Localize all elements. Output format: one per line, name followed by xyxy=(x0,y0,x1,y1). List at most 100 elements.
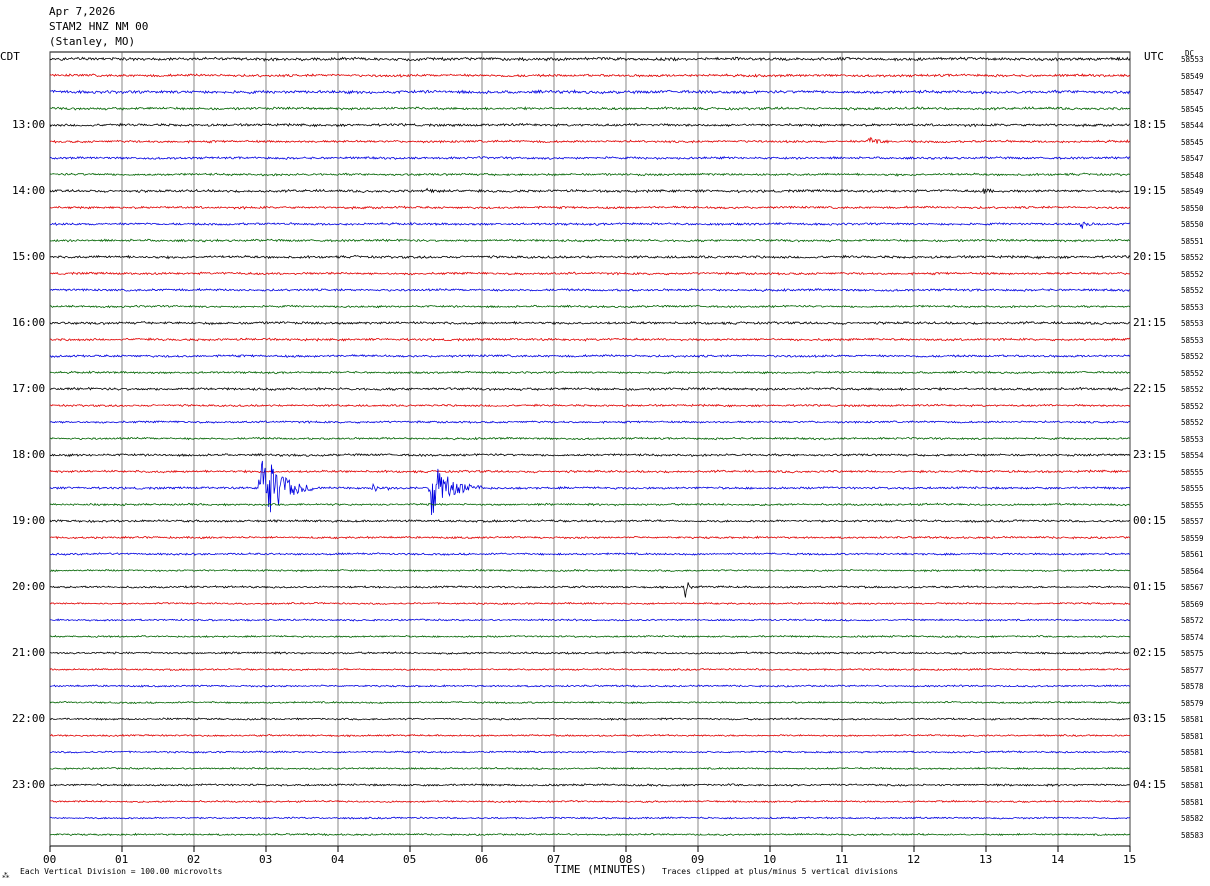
x-tick-label: 13 xyxy=(979,853,993,866)
left-timezone-label: CDT xyxy=(0,50,20,63)
scale-note: Each Vertical Division = 100.00 microvol… xyxy=(20,867,223,876)
trace-row-34 xyxy=(49,618,1131,622)
trace-row-30 xyxy=(49,551,1131,557)
dc-offset-label: 58581 xyxy=(1181,715,1204,724)
trace-row-15 xyxy=(49,304,1131,309)
header-station: STAM2 HNZ NM 00 xyxy=(49,20,149,33)
trace-row-19 xyxy=(49,370,1131,375)
trace-row-10 xyxy=(49,221,1131,229)
utc-time-label: 18:15 xyxy=(1133,118,1167,131)
trace-row-3 xyxy=(50,106,1131,111)
dc-offset-label: 58553 xyxy=(1181,302,1204,312)
minute-grid xyxy=(49,51,1131,852)
dc-offset-label: 58552 xyxy=(1181,269,1204,279)
dc-offset-label: 58567 xyxy=(1181,583,1204,592)
dc-offset-label: 58579 xyxy=(1181,698,1204,708)
dc-offset-label: 58547 xyxy=(1181,154,1204,163)
dc-offset-label: 58574 xyxy=(1181,632,1204,642)
trace-row-12 xyxy=(49,254,1131,260)
trace-row-5 xyxy=(49,136,1131,144)
dc-offset-label: 58553 xyxy=(1181,55,1204,64)
dc-offset-label: 58581 xyxy=(1181,731,1204,741)
dc-offset-label: 58550 xyxy=(1181,220,1204,229)
dc-offset-label: 58553 xyxy=(1181,319,1204,328)
dc-offset-label: 58552 xyxy=(1181,286,1204,295)
trace-row-40 xyxy=(49,717,1130,721)
dc-offset-label: 58548 xyxy=(1181,170,1204,180)
trace-row-26 xyxy=(49,460,1131,516)
trace-row-8 xyxy=(49,187,1131,194)
dc-offset-header: DC xyxy=(1185,49,1195,58)
cdt-time-label: 18:00 xyxy=(12,448,46,461)
utc-time-label: 04:15 xyxy=(1133,778,1167,791)
cdt-time-label: 16:00 xyxy=(12,316,46,329)
trace-row-29 xyxy=(49,535,1131,540)
trace-row-31 xyxy=(49,568,1131,573)
x-tick-label: 10 xyxy=(763,853,777,866)
trace-row-38 xyxy=(50,684,1131,688)
utc-time-label: 01:15 xyxy=(1133,580,1167,593)
right-timezone-label: UTC xyxy=(1144,50,1164,63)
x-tick-label: 11 xyxy=(835,853,849,866)
trace-row-2 xyxy=(49,89,1131,95)
dc-offset-label: 58552 xyxy=(1181,418,1204,427)
trace-row-41 xyxy=(49,733,1131,738)
utc-time-label: 20:15 xyxy=(1133,250,1167,263)
x-tick-label: 15 xyxy=(1123,853,1137,866)
trace-row-0 xyxy=(49,56,1131,62)
dc-offset-label: 58552 xyxy=(1181,385,1204,394)
cdt-time-label: 23:00 xyxy=(12,778,46,791)
dc-offset-label: 58553 xyxy=(1181,335,1204,345)
trace-row-45 xyxy=(49,799,1131,804)
trace-row-47 xyxy=(49,832,1131,837)
x-tick-label: 04 xyxy=(331,853,345,866)
dc-offset-label: 58557 xyxy=(1181,517,1204,526)
trace-row-39 xyxy=(49,700,1131,705)
dc-offset-label: 58545 xyxy=(1181,137,1204,147)
trace-row-7 xyxy=(49,172,1131,177)
cdt-time-label: 20:00 xyxy=(12,580,46,593)
trace-row-18 xyxy=(49,354,1131,358)
trace-row-17 xyxy=(49,337,1131,342)
trace-row-13 xyxy=(49,271,1131,276)
dc-offset-label: 58547 xyxy=(1181,88,1204,97)
dc-offset-label: 58578 xyxy=(1181,682,1204,691)
dc-offset-label: 58552 xyxy=(1181,253,1204,262)
dc-offset-label: 58564 xyxy=(1181,566,1204,576)
trace-row-27 xyxy=(49,502,1131,507)
utc-time-label: 22:15 xyxy=(1133,382,1167,395)
cdt-time-label: 17:00 xyxy=(12,382,46,395)
cdt-time-label: 13:00 xyxy=(12,118,46,131)
x-tick-label: 12 xyxy=(907,853,921,866)
plot-frame xyxy=(49,51,1131,847)
dc-offset-label: 58555 xyxy=(1181,467,1204,477)
trace-row-28 xyxy=(49,519,1131,524)
dc-offset-label: 58555 xyxy=(1181,500,1204,510)
dc-offset-label: 58554 xyxy=(1181,451,1204,460)
trace-row-32 xyxy=(49,582,1131,598)
dc-offset-label: 58549 xyxy=(1181,187,1204,196)
dc-offset-label: 58553 xyxy=(1181,434,1204,444)
trace-row-33 xyxy=(49,601,1131,606)
x-tick-label: 14 xyxy=(1051,853,1065,866)
scale-icon: ⁂ xyxy=(2,871,10,880)
trace-row-37 xyxy=(49,667,1131,672)
dc-offset-label: 58581 xyxy=(1181,748,1204,757)
trace-row-36 xyxy=(49,650,1131,655)
dc-offset-label: 58577 xyxy=(1181,665,1204,675)
x-tick-label: 06 xyxy=(475,853,489,866)
dc-offset-label: 58555 xyxy=(1181,484,1204,493)
utc-time-label: 00:15 xyxy=(1133,514,1167,527)
x-tick-label: 07 xyxy=(547,853,561,866)
dc-offset-label: 58582 xyxy=(1181,814,1204,823)
trace-row-35 xyxy=(49,634,1131,639)
dc-offset-label: 58551 xyxy=(1181,236,1204,246)
dc-offset-label: 58583 xyxy=(1181,830,1204,840)
dc-offset-label: 58559 xyxy=(1181,533,1204,543)
dc-offset-label: 58552 xyxy=(1181,352,1204,361)
utc-time-label: 02:15 xyxy=(1133,646,1167,659)
seismic-traces xyxy=(49,56,1131,837)
cdt-time-label: 19:00 xyxy=(12,514,46,527)
trace-row-4 xyxy=(49,122,1131,128)
